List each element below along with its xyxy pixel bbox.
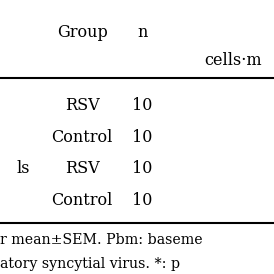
Text: RSV: RSV: [65, 160, 99, 177]
Text: r mean±SEM. Pbm: baseme: r mean±SEM. Pbm: baseme: [0, 233, 203, 247]
Text: Control: Control: [52, 129, 113, 145]
Text: n: n: [137, 24, 148, 41]
Text: atory syncytial virus. *: p: atory syncytial virus. *: p: [0, 257, 180, 272]
Text: Control: Control: [52, 192, 113, 209]
Text: Group: Group: [57, 24, 108, 41]
Text: 10: 10: [132, 160, 153, 177]
Text: RSV: RSV: [65, 97, 99, 114]
Text: 10: 10: [132, 129, 153, 145]
Text: ls: ls: [16, 160, 30, 177]
Text: cells·m: cells·m: [204, 52, 262, 69]
Text: 10: 10: [132, 192, 153, 209]
Text: 10: 10: [132, 97, 153, 114]
